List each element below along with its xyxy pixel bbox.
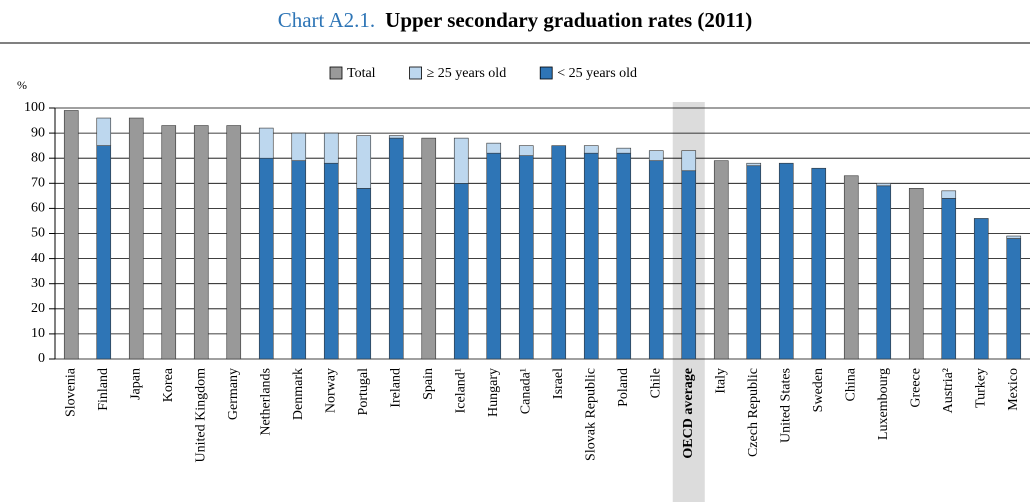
x-tick-label: Greece (908, 368, 923, 408)
x-tick-label: Slovak Republic (583, 368, 598, 461)
legend-swatch (539, 66, 553, 80)
legend-label: Total (347, 66, 376, 81)
bar (1006, 235, 1022, 239)
x-tick-label: China (843, 367, 858, 401)
bar (161, 125, 177, 360)
bar (648, 160, 664, 360)
x-tick-label: Portugal (356, 368, 371, 416)
bar (63, 110, 79, 360)
bar (96, 117, 112, 146)
bar (843, 175, 859, 360)
x-tick-label: Canada¹ (518, 368, 533, 414)
x-tick-label: Luxembourg (876, 368, 891, 440)
x-tick-label: Italy (713, 368, 728, 394)
x-tick-label: Austria² (941, 368, 956, 413)
y-tick-label: 50 (31, 226, 45, 241)
bar (1006, 238, 1022, 360)
x-tick-label: Poland (616, 368, 631, 407)
bar (713, 160, 729, 360)
x-tick-label: Mexico (1006, 368, 1021, 411)
y-tick-label: 80 (31, 150, 45, 165)
bar (518, 145, 534, 156)
bar (291, 160, 307, 360)
y-axis-label: % (17, 78, 27, 92)
bar (973, 218, 989, 360)
bar (876, 183, 892, 187)
bar (616, 152, 632, 360)
x-tick-label: Norway (323, 368, 338, 413)
bar (486, 152, 502, 360)
bar (258, 157, 274, 360)
bar (96, 145, 112, 360)
bar (323, 162, 339, 360)
x-tick-label: Iceland¹ (453, 368, 468, 413)
legend-label: ≥ 25 years old (427, 66, 507, 81)
y-tick-label: 70 (31, 176, 45, 191)
chart-heading: Chart A2.1. Upper secondary graduation ra… (278, 8, 753, 32)
y-tick-label: 30 (31, 276, 45, 291)
x-tick-label: Sweden (811, 368, 826, 412)
bar (453, 137, 469, 184)
x-tick-label: Slovenia (63, 367, 78, 417)
x-tick-label: Israel (551, 368, 566, 399)
bar (518, 155, 534, 360)
bar (486, 142, 502, 154)
x-tick-label: Spain (421, 368, 436, 400)
bar (453, 183, 469, 360)
x-tick-label: United States (778, 368, 793, 443)
bar (681, 170, 697, 360)
x-tick-label: Korea (161, 367, 176, 402)
bar (388, 137, 404, 360)
bar (746, 165, 762, 360)
bar (356, 135, 372, 189)
x-tick-label: Czech Republic (746, 368, 761, 457)
bar (908, 188, 924, 360)
x-tick-label: Japan (128, 368, 143, 400)
bar (811, 167, 827, 360)
bar (258, 127, 274, 159)
legend-label: < 25 years old (557, 66, 637, 81)
bar (193, 125, 209, 360)
x-tick-label: Finland (96, 368, 111, 411)
bar (746, 162, 762, 167)
legend-swatch (409, 66, 422, 80)
legend-swatch (329, 66, 343, 80)
chart-title-label: Chart A2.1. (278, 8, 375, 32)
bar (876, 185, 892, 360)
bar (778, 162, 794, 360)
bar (388, 135, 404, 139)
y-tick-label: 60 (31, 201, 45, 216)
x-tick-label: Turkey (973, 368, 988, 408)
y-tick-label: 20 (31, 301, 45, 316)
bar (421, 137, 437, 360)
bar (681, 150, 697, 172)
bar (551, 145, 567, 360)
y-tick-label: 100 (24, 100, 45, 115)
bar (323, 132, 339, 164)
x-tick-label: Ireland (388, 368, 403, 408)
bar (648, 150, 664, 162)
bar (226, 125, 242, 360)
x-tick-label: Germany (226, 368, 241, 420)
bar (291, 132, 307, 162)
y-tick-label: 90 (31, 125, 45, 140)
x-tick-label: Netherlands (258, 368, 273, 436)
bar (583, 145, 599, 154)
bar (356, 188, 372, 360)
y-tick-label: 0 (38, 351, 45, 366)
chart-title: Upper secondary graduation rates (2011) (385, 8, 752, 32)
x-tick-label: Denmark (291, 368, 306, 420)
x-tick-label: Chile (648, 368, 663, 398)
bar (583, 152, 599, 360)
y-tick-label: 40 (31, 251, 45, 266)
bar (941, 190, 957, 199)
bar (941, 198, 957, 360)
bar (128, 117, 144, 360)
bar (616, 147, 632, 154)
y-tick-label: 10 (31, 326, 45, 341)
x-tick-label: United Kingdom (193, 368, 208, 463)
x-tick-label: Hungary (486, 368, 501, 417)
x-tick-label: OECD average (681, 368, 696, 459)
